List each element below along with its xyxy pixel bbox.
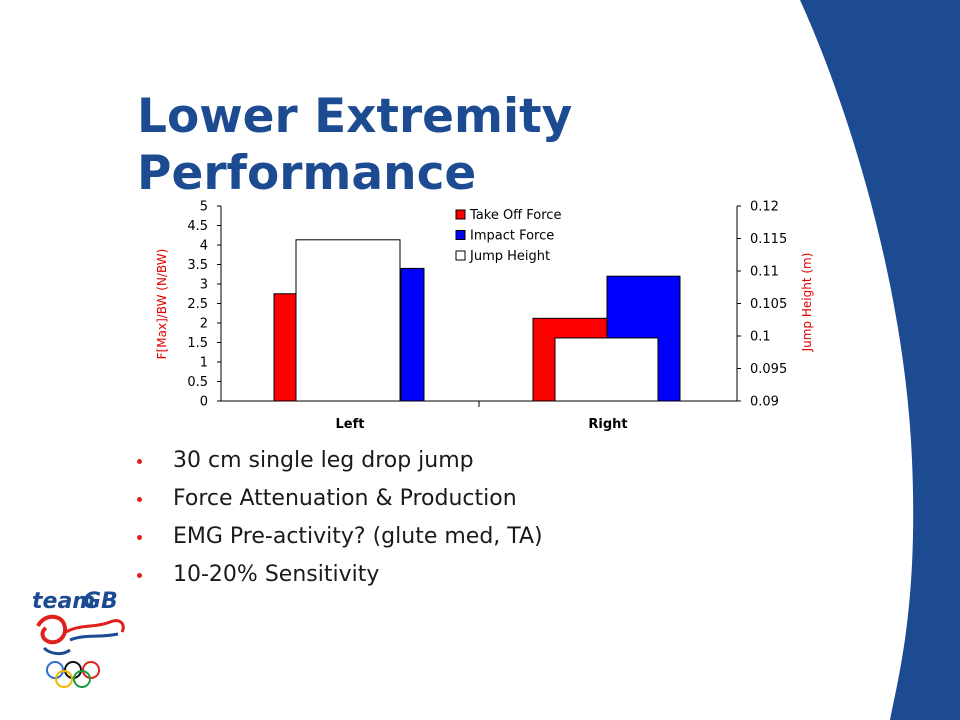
legend-label: Take Off Force xyxy=(469,208,561,223)
bullet-dot-icon xyxy=(137,573,142,578)
y-tick-label-right: 0.095 xyxy=(750,362,787,377)
y-tick-label-left: 1 xyxy=(200,356,208,371)
legend-swatch xyxy=(455,230,466,240)
y-axis-title-right: Jump Height (m) xyxy=(800,253,814,353)
bullet-dot-icon xyxy=(137,535,142,540)
bullet-item: Force Attenuation & Production xyxy=(137,480,543,518)
y-axis-title-left: F[Max]/BW (N/BW) xyxy=(155,249,169,360)
bar-jump-height xyxy=(295,239,401,402)
bullet-item: EMG Pre-activity? (glute med, TA) xyxy=(137,518,543,556)
y-tick-label-left: 5 xyxy=(200,200,208,215)
y-tick-label-right: 0.11 xyxy=(750,265,779,280)
legend-swatch xyxy=(455,250,466,261)
bar-take-off xyxy=(273,293,298,402)
bullet-item: 30 cm single leg drop jump xyxy=(137,442,543,480)
olympic-rings-icon xyxy=(46,661,100,688)
y-tick-label-left: 1.5 xyxy=(187,336,208,351)
y-tick-label-right: 0.12 xyxy=(750,200,779,215)
bullet-text: Force Attenuation & Production xyxy=(173,486,517,511)
blue-arc-shape xyxy=(800,0,960,720)
lion-emblem-icon xyxy=(36,614,125,656)
y-tick-label-left: 4.5 xyxy=(187,219,208,234)
x-tick-label: Left xyxy=(336,417,365,432)
bullet-text: 30 cm single leg drop jump xyxy=(173,448,474,473)
y-tick-label-left: 2.5 xyxy=(187,297,208,312)
y-tick-label-left: 3.5 xyxy=(187,258,208,273)
y-tick-label-left: 0.5 xyxy=(187,375,208,390)
y-tick-label-left: 4 xyxy=(200,239,208,254)
bullet-list: 30 cm single leg drop jump Force Attenua… xyxy=(137,442,543,594)
team-gb-logo: team GB xyxy=(32,589,125,688)
y-tick-label-right: 0.1 xyxy=(750,330,771,345)
bullet-item: 10-20% Sensitivity xyxy=(137,556,543,594)
y-tick-label-left: 3 xyxy=(200,278,208,293)
legend-label: Impact Force xyxy=(470,229,554,244)
bullet-text: 10-20% Sensitivity xyxy=(173,562,380,587)
logo-word-team: team xyxy=(32,589,95,614)
y-tick-label-left: 0 xyxy=(200,395,208,410)
slide-title: Lower Extremity Performance xyxy=(137,89,573,201)
legend-swatch xyxy=(455,209,466,220)
bullet-dot-icon xyxy=(137,497,142,502)
bullet-dot-icon xyxy=(137,459,142,464)
logo-word-gb: GB xyxy=(83,589,118,614)
y-tick-label-right: 0.115 xyxy=(750,232,787,247)
y-tick-label-left: 2 xyxy=(200,317,208,332)
bullet-text: EMG Pre-activity? (glute med, TA) xyxy=(173,524,543,549)
y-tick-label-right: 0.105 xyxy=(750,297,787,312)
bar-jump-height xyxy=(554,337,659,402)
y-tick-label-right: 0.09 xyxy=(750,395,779,410)
x-tick-label: Right xyxy=(588,417,627,432)
legend-label: Jump Height xyxy=(469,249,550,264)
bar-impact xyxy=(400,267,425,402)
